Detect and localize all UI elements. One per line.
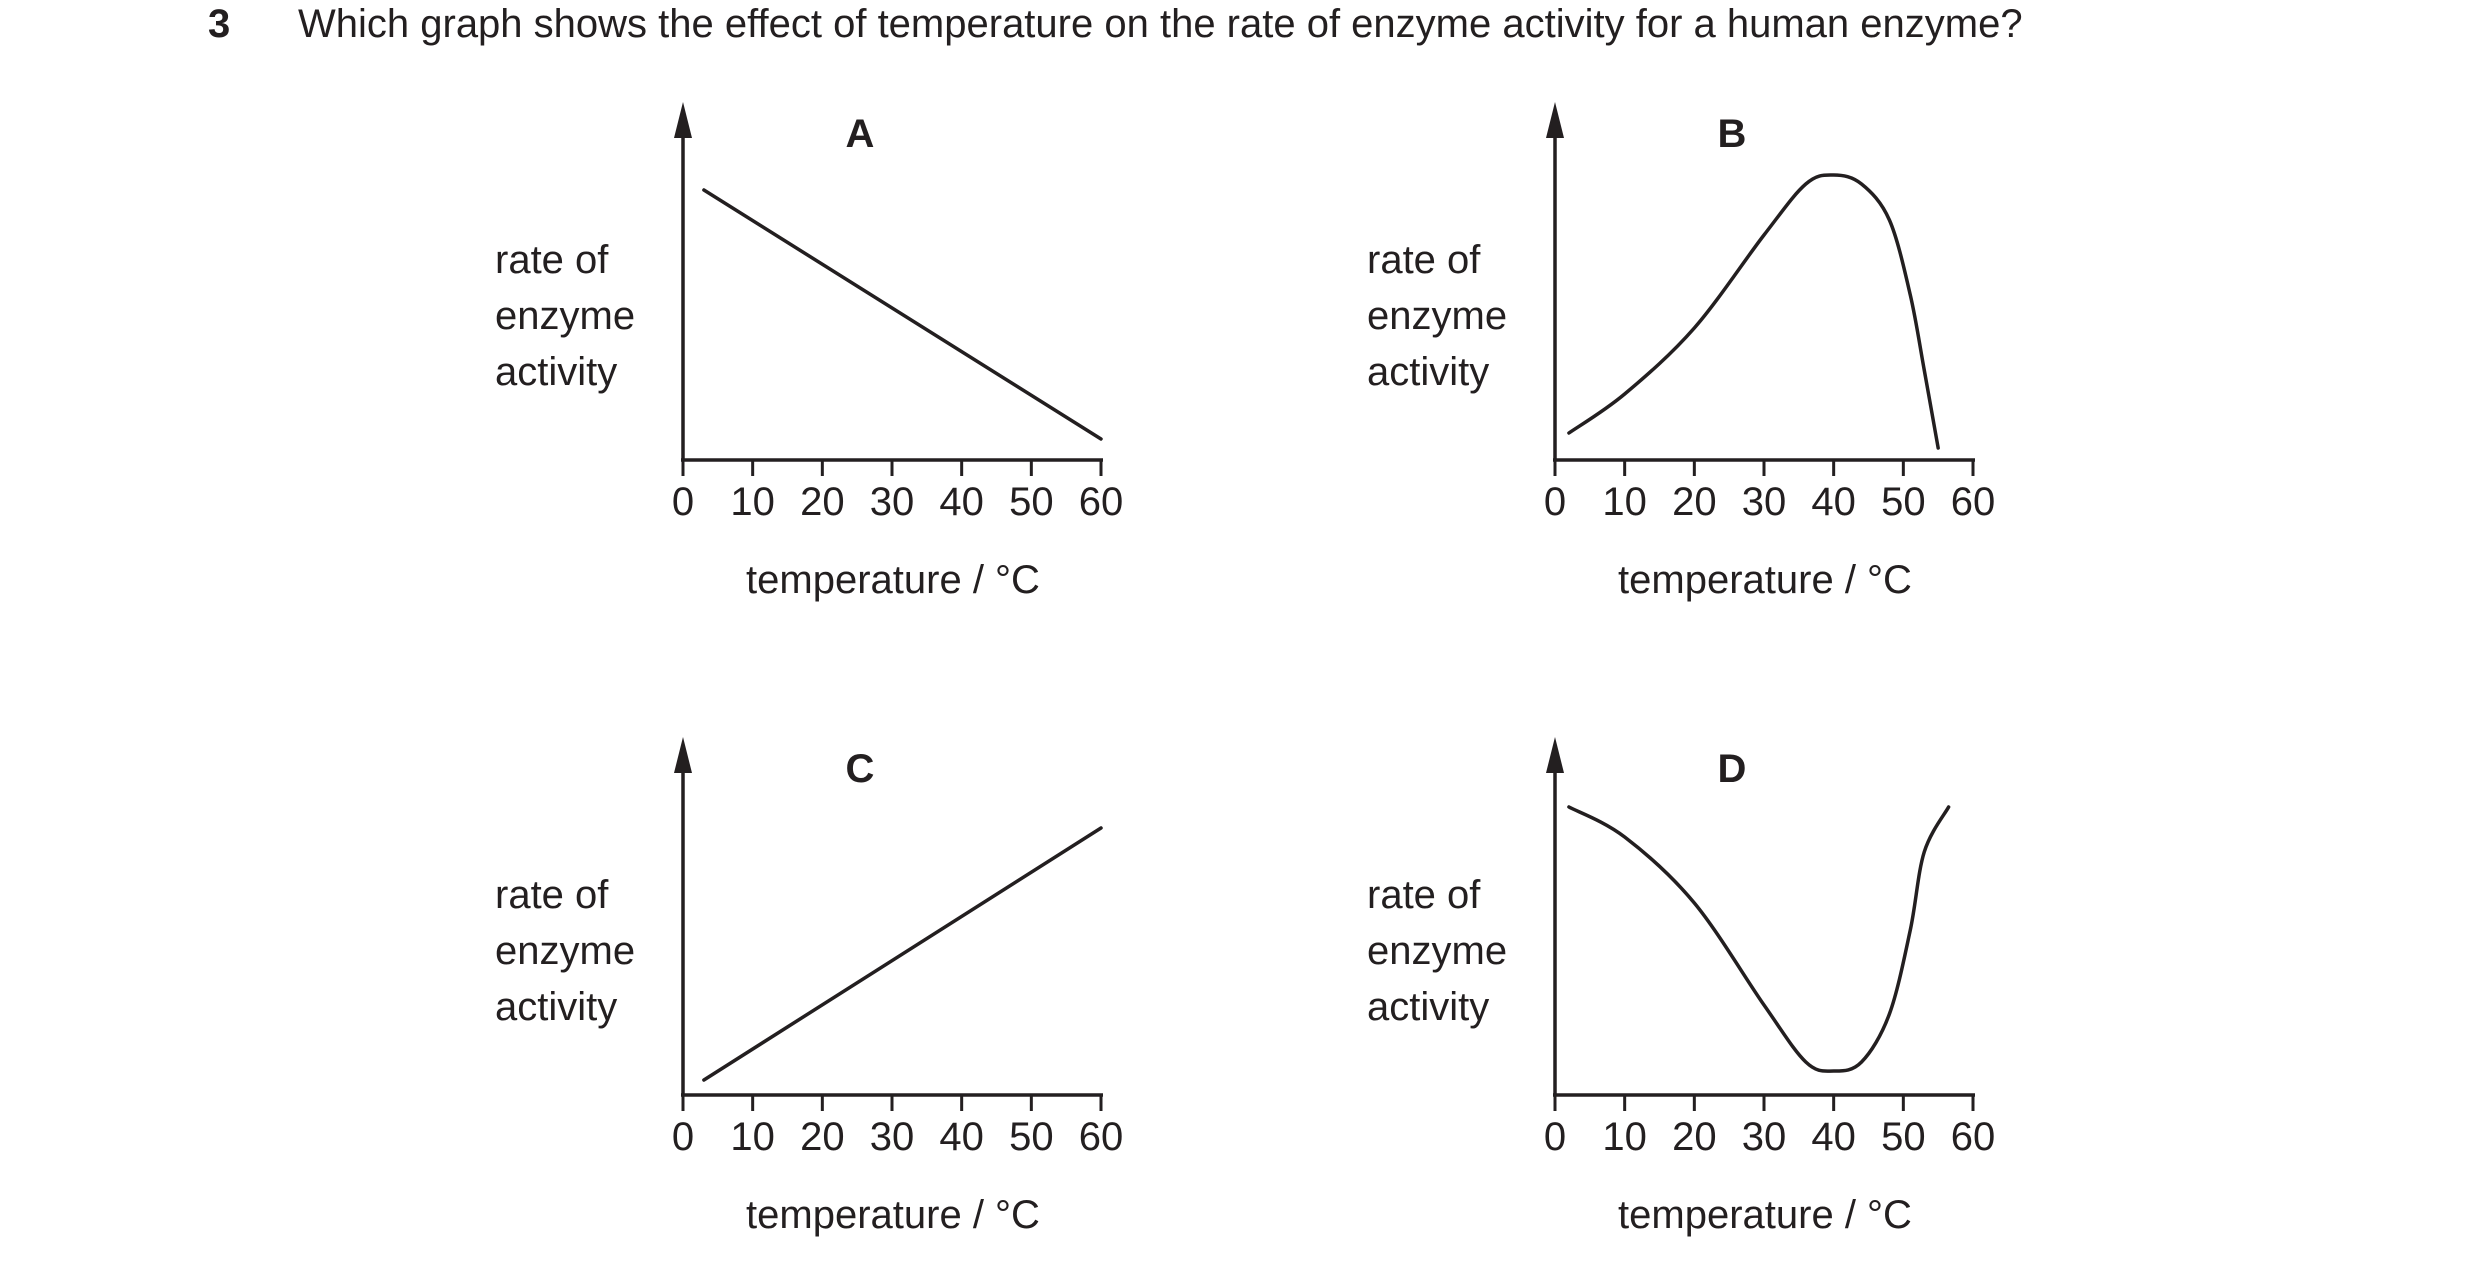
x-tick-label: 60 (1951, 1115, 1996, 1159)
question-text: Which graph shows the effect of temperat… (298, 2, 2023, 46)
x-tick-label: 50 (1881, 480, 1926, 524)
x-axis-label: temperature / °C (746, 558, 1040, 602)
y-axis-label: rate of (495, 873, 609, 917)
y-axis-label: rate of (495, 238, 609, 282)
y-axis-arrowhead (1546, 102, 1564, 138)
x-tick-label: 30 (870, 480, 915, 524)
y-axis-label: activity (495, 985, 617, 1029)
chart-b: B 0 10 20 30 40 50 60 temperature / °C rate of enz… (1367, 102, 1995, 602)
x-tick-label: 50 (1881, 1115, 1926, 1159)
series-line (702, 188, 1103, 441)
x-tick-label: 20 (800, 480, 845, 524)
x-axis-label: temperature / °C (746, 1193, 1040, 1237)
x-tick-label: 50 (1009, 480, 1054, 524)
x-tick-label: 40 (1811, 1115, 1856, 1159)
x-tick-label: 10 (730, 480, 775, 524)
x-tick-label: 50 (1009, 1115, 1054, 1159)
x-tick-label: 0 (1544, 1115, 1566, 1159)
x-tick-label: 20 (1672, 480, 1717, 524)
chart-title: B (1718, 112, 1747, 156)
x-tick-label: 40 (939, 1115, 984, 1159)
y-axis-label: enzyme (1367, 294, 1507, 338)
chart-title: D (1718, 747, 1747, 791)
y-axis-arrowhead (674, 102, 692, 138)
y-axis-label: rate of (1367, 238, 1481, 282)
x-tick-label: 10 (730, 1115, 775, 1159)
y-axis-label: enzyme (1367, 929, 1507, 973)
y-axis-label: rate of (1367, 873, 1481, 917)
x-tick-label: 40 (1811, 480, 1856, 524)
chart-title: C (846, 747, 875, 791)
x-tick-label: 20 (1672, 1115, 1717, 1159)
y-axis-label: activity (1367, 985, 1489, 1029)
series-line (1567, 805, 1951, 1073)
x-tick-label: 60 (1951, 480, 1996, 524)
series-line (702, 826, 1103, 1082)
x-axis-label: temperature / °C (1618, 558, 1912, 602)
y-axis-label: activity (495, 350, 617, 394)
y-axis-arrowhead (1546, 737, 1564, 773)
x-tick-label: 30 (870, 1115, 915, 1159)
x-tick-label: 20 (800, 1115, 845, 1159)
chart-c: C 0 10 20 30 40 50 60 temperature / °C rate of enz… (495, 737, 1123, 1237)
x-axis-label: temperature / °C (1618, 1193, 1912, 1237)
x-tick-label: 30 (1742, 480, 1787, 524)
x-tick-label: 60 (1079, 480, 1124, 524)
chart-title: A (846, 112, 875, 156)
y-axis-label: activity (1367, 350, 1489, 394)
chart-d: D 0 10 20 30 40 50 60 temperature / °C rate of enz… (1367, 737, 1995, 1237)
x-tick-label: 30 (1742, 1115, 1787, 1159)
chart-a: A 0 10 20 30 40 50 60 temperature / °C rate of enz… (495, 102, 1123, 602)
x-tick-label: 0 (672, 1115, 694, 1159)
x-tick-label: 10 (1602, 480, 1647, 524)
y-axis-arrowhead (674, 737, 692, 773)
x-tick-label: 60 (1079, 1115, 1124, 1159)
x-tick-label: 40 (939, 480, 984, 524)
x-tick-label: 0 (672, 480, 694, 524)
y-axis-label: enzyme (495, 929, 635, 973)
x-tick-label: 10 (1602, 1115, 1647, 1159)
y-axis-label: enzyme (495, 294, 635, 338)
question-number: 3 (208, 2, 231, 46)
series-line (1567, 173, 1940, 450)
x-tick-label: 0 (1544, 480, 1566, 524)
